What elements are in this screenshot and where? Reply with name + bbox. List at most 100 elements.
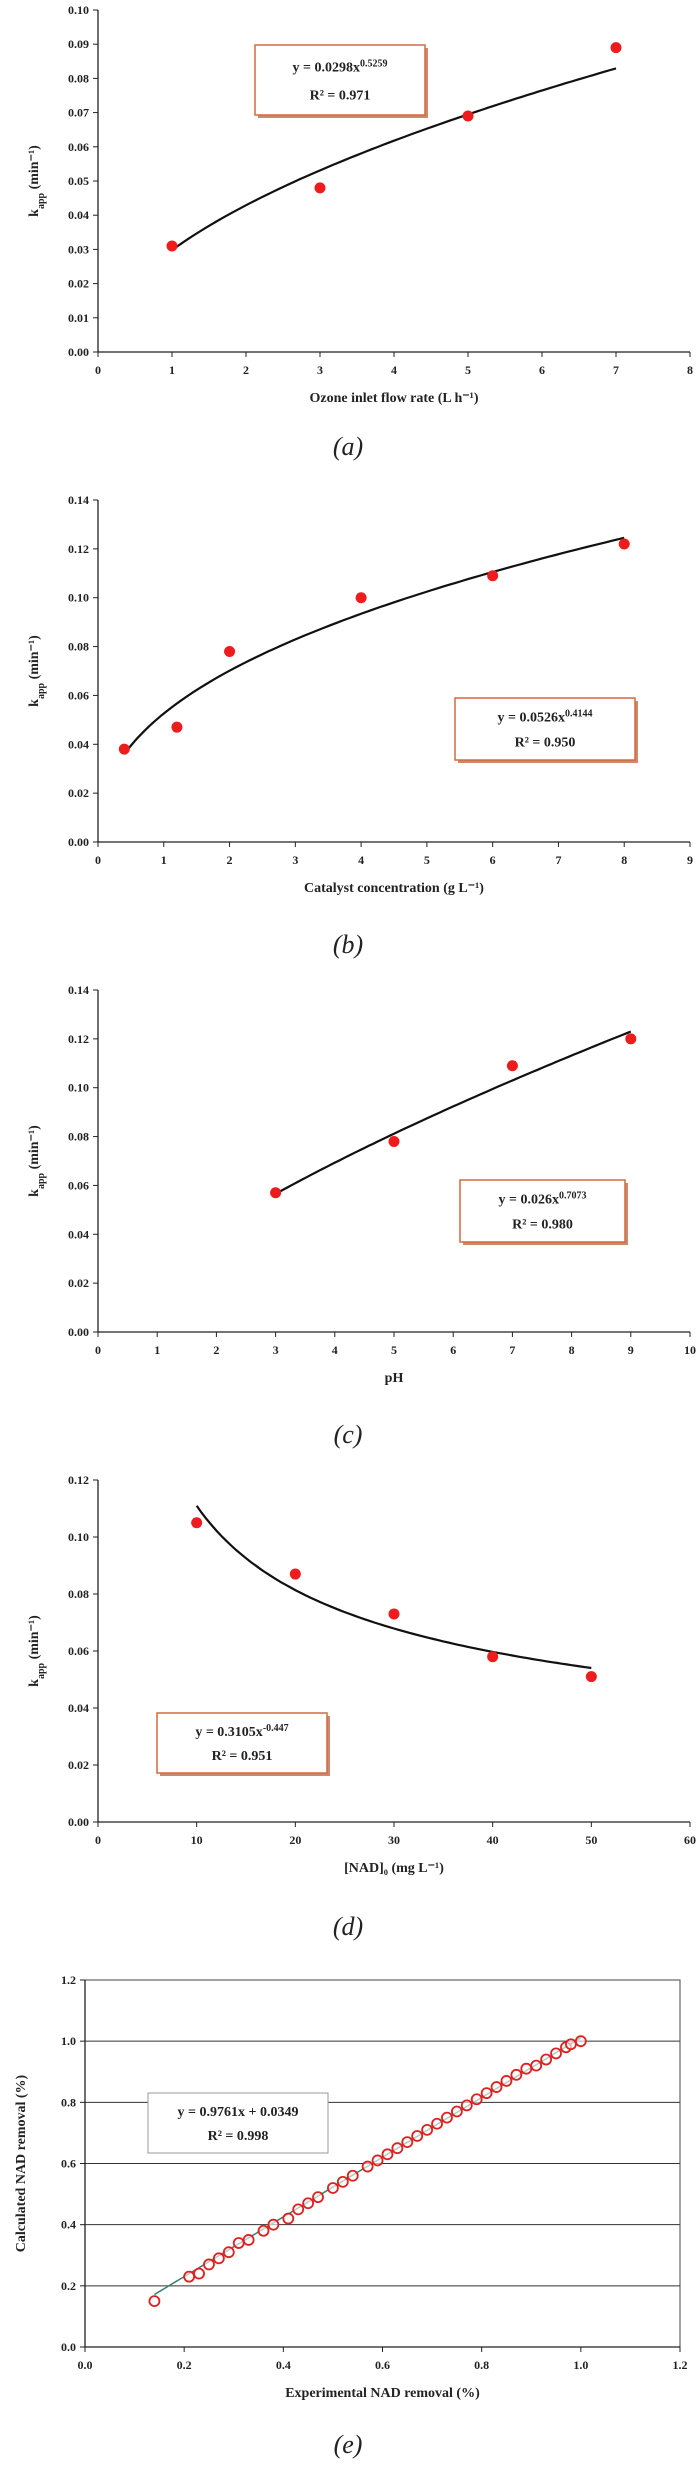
x-tick-label: 20 [289,1833,301,1847]
chart-panel-e: 0.0 0.2 0.4 0.6 0.8 1.0 1.2 0.0 0.2 0.4 0.6 0.8 1.0 1… [0,1960,696,2481]
data-point [388,1608,400,1620]
data-point [618,538,630,550]
x-tick-label: 7 [509,1343,515,1357]
x-tick-label: 1 [161,853,167,867]
data-point [388,1135,400,1147]
r-squared-label: R² = 0.971 [310,89,371,104]
x-tick-label: 8 [621,853,627,867]
y-tick-label: 0.02 [68,277,89,291]
x-tick-label: 1.0 [573,2358,588,2372]
x-tick-label: 4 [391,363,397,377]
x-tick-label: 6 [450,1343,456,1357]
r-squared-label: R² = 0.980 [512,1217,573,1232]
x-tick-label: 1.2 [673,2358,688,2372]
fit-curve [195,1505,592,1670]
y-tick-label: 0.10 [68,1081,89,1095]
data-point [302,2197,315,2210]
y-tick-label: 0.12 [68,542,89,556]
x-tick-label: 0 [95,853,101,867]
data-point [166,240,178,252]
data-point [183,2270,196,2283]
y-axis-title: kapp (min⁻¹) [27,1125,47,1197]
y-tick-label: 0.2 [61,2279,76,2293]
data-point [490,2081,503,2093]
y-axis-title: kapp (min⁻¹) [27,145,47,217]
y-tick-label: 0.14 [68,493,89,507]
y-tick-label: 0.6 [61,2157,76,2171]
y-tick-label: 1.0 [61,2034,76,2048]
data-point [336,2175,349,2188]
x-tick-label: 0.4 [276,2358,291,2372]
data-point [232,2237,245,2249]
equation-box [147,2092,329,2154]
data-point [361,2160,374,2173]
x-tick-label: 4 [332,1343,338,1357]
x-axis-title: Ozone inlet flow rate (L h⁻¹) [309,391,478,406]
y-tick-label: 0.14 [68,983,89,997]
x-tick-label: 4 [358,853,364,867]
data-point [480,2087,493,2100]
y-tick-label: 0.06 [68,1644,89,1658]
x-tick-label: 50 [585,1833,597,1847]
x-tick-label: 1 [169,363,175,377]
y-tick-label: 0.02 [68,1758,89,1772]
data-point [327,2182,339,2194]
data-point [212,2252,225,2265]
x-tick-label: 60 [684,1833,696,1847]
chart-e: 0.0 0.2 0.4 0.6 0.8 1.0 1.2 0.0 0.2 0.4 0.6 0.8 1.0 1… [14,1973,688,2401]
y-axis-title: kapp (min⁻¹) [27,1615,47,1687]
data-point [487,570,499,582]
y-tick-label: 0.00 [68,1325,89,1339]
x-tick-label: 9 [687,853,693,867]
y-tick-label: 0.04 [68,208,89,222]
y-tick-label: 0.8 [61,2095,76,2109]
data-point [314,182,326,194]
y-tick-label: 0.08 [68,640,89,654]
data-point [401,2136,414,2148]
data-point [355,592,367,604]
chart-panel-a: 0.00 0.01 0.02 0.03 0.04 0.05 0.06 0.07 0.08 0.09… [0,0,696,490]
x-tick-label: 2 [213,1343,219,1357]
y-tick-label: 0.06 [68,688,89,702]
chart-caption: (e) [333,2430,363,2459]
data-point [222,2246,235,2259]
data-point [270,1187,282,1199]
data-point [470,2093,483,2106]
y-tick-label: 0.08 [68,1587,89,1601]
x-tick-label: 0.8 [474,2358,489,2372]
data-point [193,2267,205,2280]
data-point [224,645,236,657]
x-axis-title: Experimental NAD removal (%) [285,2386,480,2401]
y-tick-label: 0.01 [68,311,89,325]
data-point [460,2099,473,2112]
data-point [625,1033,637,1045]
y-tick-label: 0.09 [68,37,89,51]
x-tick-label: 2 [243,363,249,377]
chart-a: 0.00 0.01 0.02 0.03 0.04 0.05 0.06 0.07 0.08 0.09… [27,3,693,406]
x-tick-label: 5 [424,853,430,867]
data-point [171,721,183,733]
data-point [411,2130,424,2142]
x-tick-label: 0.6 [375,2358,390,2372]
data-point [574,2035,587,2048]
y-tick-label: 0.04 [68,1227,89,1241]
y-tick-label: 0.00 [68,835,89,849]
data-point [381,2148,394,2161]
x-tick-label: 10 [191,1833,203,1847]
data-point [267,2218,280,2231]
x-tick-label: 5 [465,363,471,377]
x-tick-label: 3 [292,853,298,867]
x-tick-label: 9 [628,1343,634,1357]
fit-curve [275,1030,632,1195]
chart-caption: (a) [332,432,364,461]
x-tick-label: 5 [391,1343,397,1357]
r-squared-label: R² = 0.951 [212,1749,273,1764]
fit-curve [171,67,617,251]
y-tick-label: 0.04 [68,737,89,751]
data-point [289,1568,301,1580]
x-tick-label: 0.2 [177,2358,192,2372]
y-tick-label: 0.08 [68,1130,89,1144]
data-point [565,2038,577,2051]
data-point [550,2047,562,2060]
chart-d: 0.00 0.02 0.04 0.06 0.08 0.10 0.12 0 10 20 30 40 50 6… [27,1473,696,1876]
